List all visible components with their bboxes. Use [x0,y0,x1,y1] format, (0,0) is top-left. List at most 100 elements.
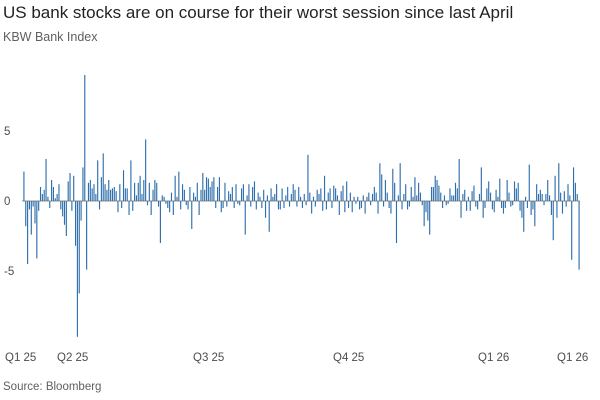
bar [183,189,185,201]
bar [469,201,471,211]
bar [397,195,399,201]
bar [375,192,377,201]
bar [202,173,204,201]
bar [406,201,409,210]
bar [480,167,482,201]
bar [157,201,160,207]
bar [87,182,90,201]
bar [484,201,486,208]
bar [549,195,551,201]
bar [316,189,318,201]
bar [213,177,215,201]
bar [532,201,534,210]
bar [294,189,296,201]
bar [572,167,575,201]
bar [98,201,101,210]
bar [390,201,392,214]
bar [38,201,40,211]
bar [56,194,58,201]
bar [342,185,344,201]
bar [141,194,143,201]
bar [351,201,353,213]
bar [264,201,267,218]
bar [178,171,180,201]
bar [211,181,213,201]
bar [69,173,71,201]
bar [362,195,364,201]
bar [381,174,383,201]
bar [65,201,67,236]
bar [117,201,119,213]
bar [449,188,451,201]
y-tick-label: -5 [4,266,14,278]
bar [246,195,248,201]
bar [336,195,339,201]
bar [552,201,554,241]
bar [558,163,560,201]
bar [263,189,265,201]
bar [554,175,556,201]
bar [530,201,532,215]
x-tick-label: Q2 25 [57,352,88,364]
bar [74,201,77,246]
bar [290,194,292,201]
bar [218,177,220,201]
bars-group [23,75,580,337]
x-tick-label: Q4 25 [333,352,364,364]
bar [167,201,169,208]
bar [331,201,333,208]
bar [165,201,167,204]
bar [536,184,538,201]
y-tick-label: 0 [4,196,10,208]
bar [60,201,62,210]
bar [493,201,495,213]
bar [359,201,361,210]
bar [541,194,543,201]
bar [386,192,388,201]
bar [416,195,418,201]
bar [272,196,274,201]
bar [543,201,545,206]
bar [51,180,53,201]
bar [501,201,503,208]
bar [368,192,370,201]
bar [419,192,422,201]
bar [373,187,375,201]
bar [102,153,104,201]
bar [346,181,348,201]
bar [370,201,372,206]
bar [253,181,256,201]
bar [453,195,455,201]
bar [418,182,420,201]
bar [287,187,289,201]
bar [28,201,31,210]
bar [255,201,257,210]
bar [148,182,150,201]
bar [220,201,222,213]
bar [229,194,232,201]
bar [121,201,123,208]
bar [460,201,462,218]
bar [335,188,337,201]
bar [571,201,573,260]
bar [556,201,558,218]
bar [525,196,527,201]
bar [561,201,564,214]
bar [93,184,95,201]
bar [478,194,481,201]
bar [106,189,108,201]
bar [169,201,171,213]
bar [318,194,320,201]
bar [235,184,237,201]
bar [128,201,130,215]
bar [475,201,477,207]
bar [513,181,516,201]
bar [545,194,547,201]
bar [300,196,302,201]
bar [471,191,473,201]
bar [97,160,99,201]
bar [279,201,281,210]
bar [504,201,506,208]
bar [205,177,208,201]
bar [309,192,311,201]
